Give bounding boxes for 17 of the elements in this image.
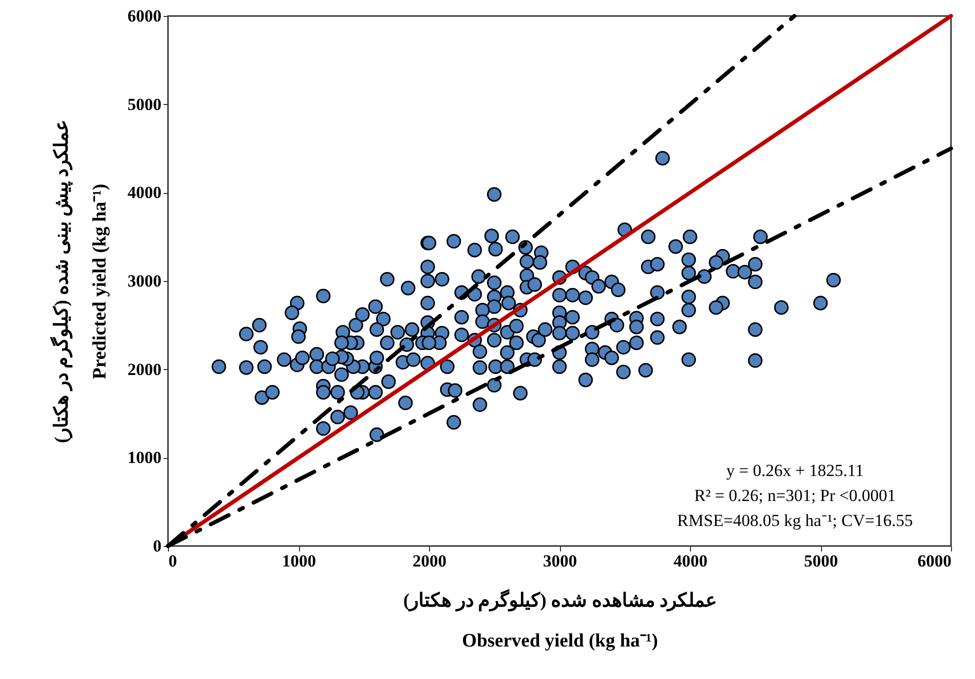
x-tick-label: 6000 — [918, 552, 952, 570]
y-tick-label: 4000 — [128, 183, 162, 202]
y-tick-label: 6000 — [128, 6, 162, 26]
x-tick-label: 4000 — [674, 552, 708, 570]
y-tick-label: 3000 — [128, 272, 162, 290]
y-tick-label: 0 — [153, 536, 162, 556]
x-tick-label: 2000 — [412, 552, 446, 570]
y-tick-label: 1000 — [128, 448, 162, 468]
annotation: R² = 0.26; n=301; Pr <0.0001 — [694, 486, 896, 505]
x-tick-label: 5000 — [804, 552, 838, 570]
annotation: y = 0.26x + 1825.11 — [726, 461, 864, 480]
x-tick-label: 1000 — [282, 552, 316, 570]
annotation: RMSE=408.05 kg ha⁻¹; CV=16.55 — [677, 511, 913, 530]
y-tick-label: 5000 — [128, 94, 162, 114]
y-tick-label: 2000 — [128, 360, 162, 379]
x-tick-label: 3000 — [543, 552, 577, 570]
x-tick-label: 0 — [168, 552, 177, 570]
